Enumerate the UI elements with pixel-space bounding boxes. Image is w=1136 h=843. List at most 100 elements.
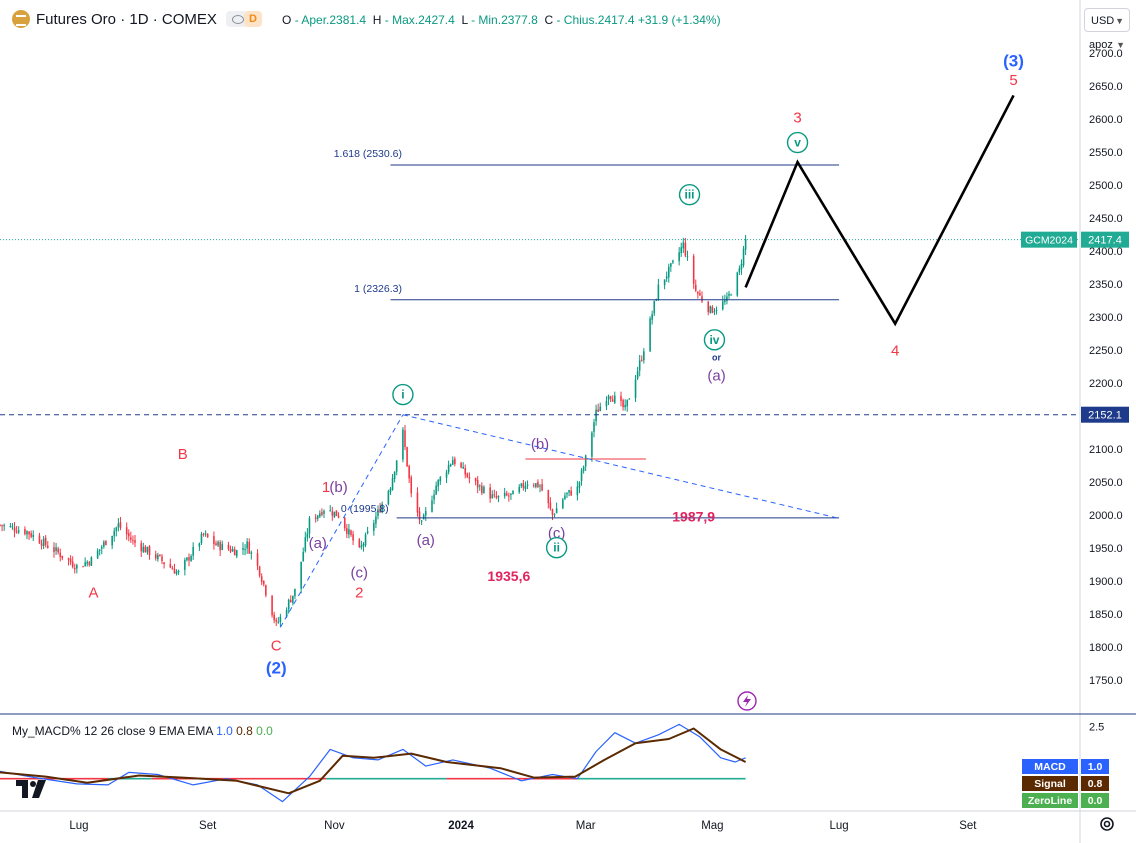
- price-tick-label: 2200.0: [1089, 378, 1123, 390]
- candle: [605, 396, 608, 411]
- candle: [98, 549, 101, 556]
- candle: [449, 463, 452, 468]
- candle-body: [337, 515, 340, 518]
- candle: [200, 531, 203, 546]
- candle: [391, 473, 394, 491]
- candle: [697, 291, 699, 299]
- candle-body: [366, 531, 369, 534]
- candle: [161, 554, 163, 565]
- candle-body: [497, 495, 500, 498]
- candle-body: [481, 485, 483, 494]
- eye-icon[interactable]: [226, 11, 248, 27]
- candle: [591, 431, 593, 462]
- candle: [32, 530, 35, 541]
- price-tick-label: 2650.0: [1089, 81, 1123, 93]
- candle: [40, 539, 43, 550]
- candle: [562, 497, 564, 510]
- candle-body: [726, 296, 728, 302]
- candle-body: [190, 556, 192, 561]
- candle-body: [410, 477, 413, 494]
- candle-body: [701, 296, 703, 302]
- candle: [227, 541, 230, 551]
- candle-body: [15, 531, 18, 533]
- candle-body: [321, 512, 323, 515]
- candle-body: [532, 485, 535, 487]
- tradingview-logo-icon[interactable]: [16, 780, 46, 798]
- candle: [408, 464, 410, 484]
- gear-icon[interactable]: [1098, 815, 1116, 833]
- symbol-title[interactable]: Futures Oro · 1D · COMEX: [36, 11, 217, 28]
- candle-body: [314, 517, 317, 520]
- price-tick-label: 2050.0: [1089, 477, 1123, 489]
- candle: [522, 480, 525, 491]
- candle-body: [624, 404, 626, 408]
- macd-badge-value: 0.8: [1088, 778, 1103, 790]
- candle-body: [292, 595, 294, 603]
- price-tick-label: 1900.0: [1089, 576, 1123, 588]
- candle: [611, 395, 614, 402]
- macd-badge-name: Signal: [1034, 778, 1066, 790]
- macd-legend[interactable]: My_MACD% 12 26 close 9 EMA EMA 1.0 0.8 0…: [12, 724, 273, 738]
- candle-body: [742, 248, 745, 266]
- candle-body: [161, 556, 163, 562]
- time-tick-label: 2024: [448, 820, 474, 832]
- candle: [389, 486, 392, 495]
- candle-body: [373, 523, 375, 531]
- candle-body: [522, 483, 525, 488]
- candle: [692, 253, 695, 289]
- candle-body: [605, 400, 608, 407]
- candle-body: [323, 510, 325, 514]
- candle: [100, 544, 103, 555]
- scale-mode-select[interactable]: apoz ▼: [1084, 34, 1130, 56]
- candle: [127, 529, 130, 542]
- wave-label: (c): [548, 525, 566, 542]
- currency-select[interactable]: USD ▼: [1084, 8, 1130, 32]
- price-tick-label: 2500.0: [1089, 180, 1123, 192]
- candle-body: [464, 467, 467, 475]
- candle: [154, 550, 157, 561]
- candle: [607, 394, 610, 406]
- candle-body: [653, 300, 656, 314]
- candle: [175, 569, 178, 576]
- macd-badge-value-bg: [1081, 776, 1109, 791]
- candle: [308, 515, 311, 539]
- candle: [628, 398, 631, 400]
- candle-body: [437, 479, 440, 487]
- candle: [304, 531, 307, 553]
- candle: [555, 502, 558, 514]
- candle-body: [217, 541, 219, 546]
- candle: [348, 523, 350, 539]
- candle-body: [289, 599, 292, 603]
- candle: [262, 580, 265, 587]
- candle-body: [69, 558, 72, 563]
- candle-body: [32, 534, 35, 538]
- wave-label-circle: [545, 536, 568, 559]
- candle: [30, 530, 32, 539]
- candle: [204, 530, 207, 537]
- level-badge-bg: [1081, 406, 1129, 423]
- candle: [454, 456, 456, 467]
- candle-body: [682, 242, 685, 249]
- candle: [564, 492, 566, 501]
- candle: [665, 271, 668, 282]
- candle-body: [740, 263, 743, 270]
- candle: [738, 265, 741, 275]
- candle: [520, 482, 523, 489]
- trend-line: [402, 414, 840, 519]
- wave-label: (b): [329, 479, 347, 496]
- candle: [491, 490, 494, 499]
- candle-body: [100, 546, 103, 549]
- candle: [381, 501, 383, 514]
- candle-body: [198, 543, 201, 547]
- candle: [82, 565, 84, 568]
- candle: [3, 523, 5, 531]
- macd-badge-name-bg: [1022, 776, 1078, 791]
- candle-body: [103, 541, 105, 547]
- candle: [620, 391, 622, 407]
- candle: [192, 542, 194, 560]
- ohlc-change: +31.9 (+1.34%): [637, 13, 721, 27]
- candle: [686, 250, 689, 261]
- candle: [271, 595, 273, 618]
